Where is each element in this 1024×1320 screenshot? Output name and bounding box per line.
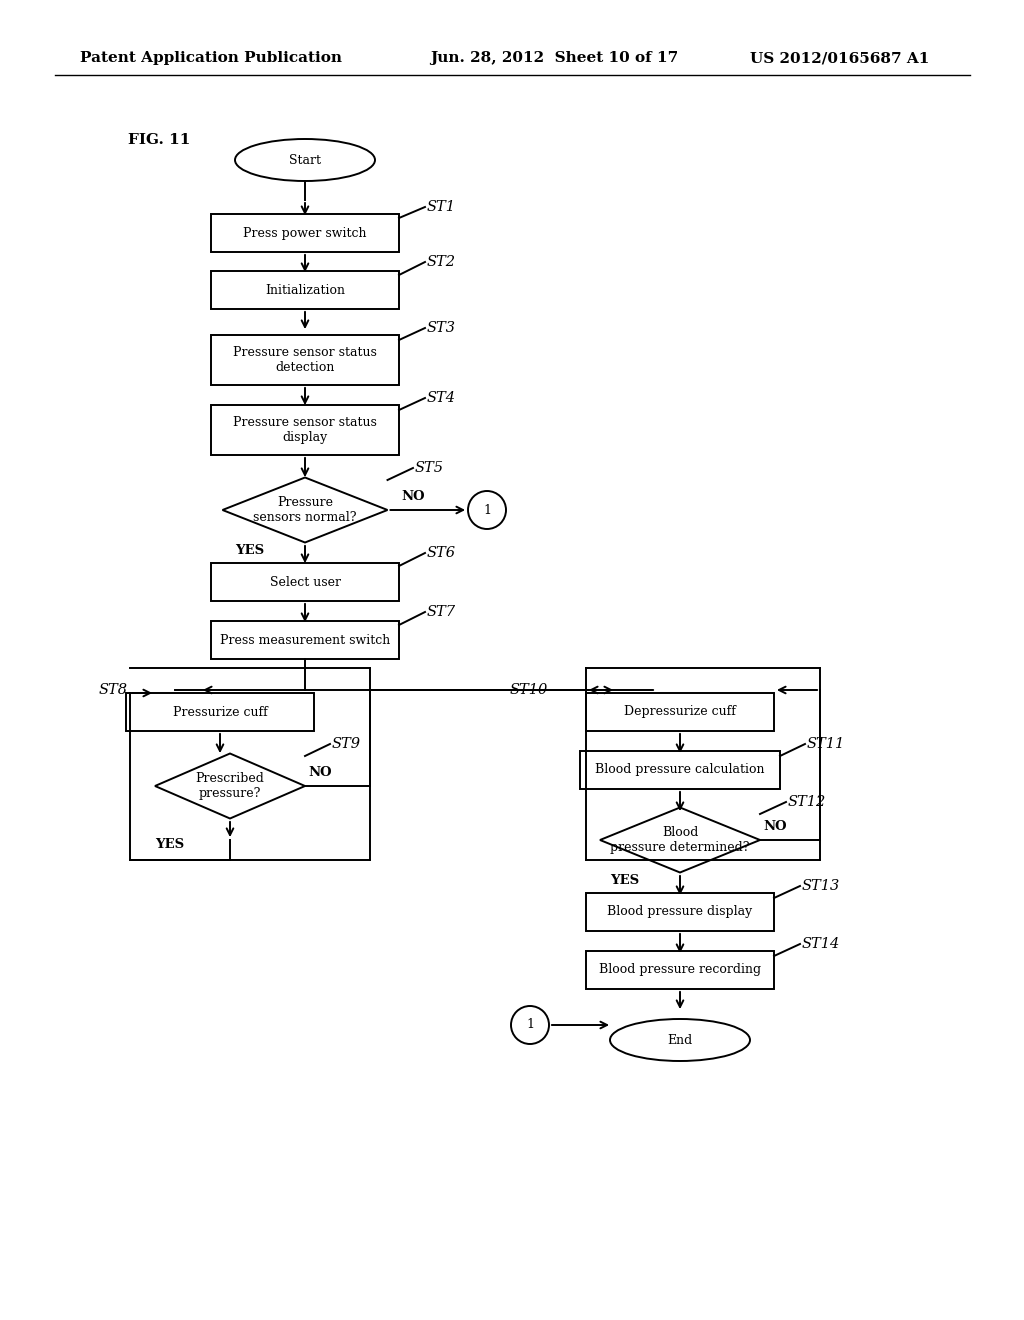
- Text: 1: 1: [526, 1019, 534, 1031]
- Text: Pressurize cuff: Pressurize cuff: [173, 705, 267, 718]
- Polygon shape: [155, 754, 305, 818]
- Text: Select user: Select user: [269, 576, 341, 589]
- Text: YES: YES: [610, 874, 640, 887]
- Text: ST4: ST4: [427, 391, 456, 405]
- Text: ST11: ST11: [807, 737, 845, 751]
- FancyBboxPatch shape: [586, 950, 774, 989]
- Text: Pressure sensor status
display: Pressure sensor status display: [233, 416, 377, 444]
- Text: Jun. 28, 2012  Sheet 10 of 17: Jun. 28, 2012 Sheet 10 of 17: [430, 51, 678, 65]
- Text: ST13: ST13: [802, 879, 841, 894]
- Text: Depressurize cuff: Depressurize cuff: [624, 705, 736, 718]
- Text: ST14: ST14: [802, 937, 841, 950]
- Circle shape: [511, 1006, 549, 1044]
- Text: ST12: ST12: [788, 795, 826, 809]
- Text: Blood pressure calculation: Blood pressure calculation: [595, 763, 765, 776]
- Polygon shape: [222, 478, 387, 543]
- Text: Press power switch: Press power switch: [244, 227, 367, 239]
- Circle shape: [468, 491, 506, 529]
- Text: ST1: ST1: [427, 201, 456, 214]
- Text: Pressure
sensors normal?: Pressure sensors normal?: [253, 496, 356, 524]
- Text: NO: NO: [401, 490, 425, 503]
- FancyBboxPatch shape: [211, 405, 399, 455]
- Text: ST10: ST10: [510, 682, 548, 697]
- Text: Patent Application Publication: Patent Application Publication: [80, 51, 342, 65]
- Text: End: End: [668, 1034, 692, 1047]
- Text: YES: YES: [156, 838, 184, 851]
- Text: NO: NO: [308, 766, 332, 779]
- FancyBboxPatch shape: [580, 751, 780, 789]
- Text: Press measurement switch: Press measurement switch: [220, 634, 390, 647]
- Text: ST9: ST9: [332, 737, 361, 751]
- Text: ST5: ST5: [415, 461, 444, 475]
- Text: US 2012/0165687 A1: US 2012/0165687 A1: [750, 51, 930, 65]
- FancyBboxPatch shape: [586, 894, 774, 931]
- FancyBboxPatch shape: [586, 693, 774, 731]
- Text: Start: Start: [289, 153, 321, 166]
- FancyBboxPatch shape: [211, 564, 399, 601]
- Text: 1: 1: [483, 503, 490, 516]
- Text: Blood pressure recording: Blood pressure recording: [599, 964, 761, 977]
- Polygon shape: [600, 808, 760, 873]
- Ellipse shape: [610, 1019, 750, 1061]
- Text: Blood
pressure determined?: Blood pressure determined?: [610, 826, 750, 854]
- Text: YES: YES: [236, 544, 264, 557]
- FancyBboxPatch shape: [211, 620, 399, 659]
- FancyBboxPatch shape: [211, 335, 399, 385]
- Text: Prescribed
pressure?: Prescribed pressure?: [196, 772, 264, 800]
- FancyBboxPatch shape: [126, 693, 314, 731]
- Ellipse shape: [234, 139, 375, 181]
- Text: NO: NO: [763, 820, 786, 833]
- Text: ST8: ST8: [99, 682, 128, 697]
- Text: Blood pressure display: Blood pressure display: [607, 906, 753, 919]
- Text: Initialization: Initialization: [265, 284, 345, 297]
- Text: ST3: ST3: [427, 321, 456, 335]
- Text: ST6: ST6: [427, 546, 456, 560]
- Text: Pressure sensor status
detection: Pressure sensor status detection: [233, 346, 377, 374]
- FancyBboxPatch shape: [211, 214, 399, 252]
- Text: FIG. 11: FIG. 11: [128, 133, 190, 147]
- FancyBboxPatch shape: [211, 271, 399, 309]
- Text: ST7: ST7: [427, 605, 456, 619]
- Text: ST2: ST2: [427, 255, 456, 269]
